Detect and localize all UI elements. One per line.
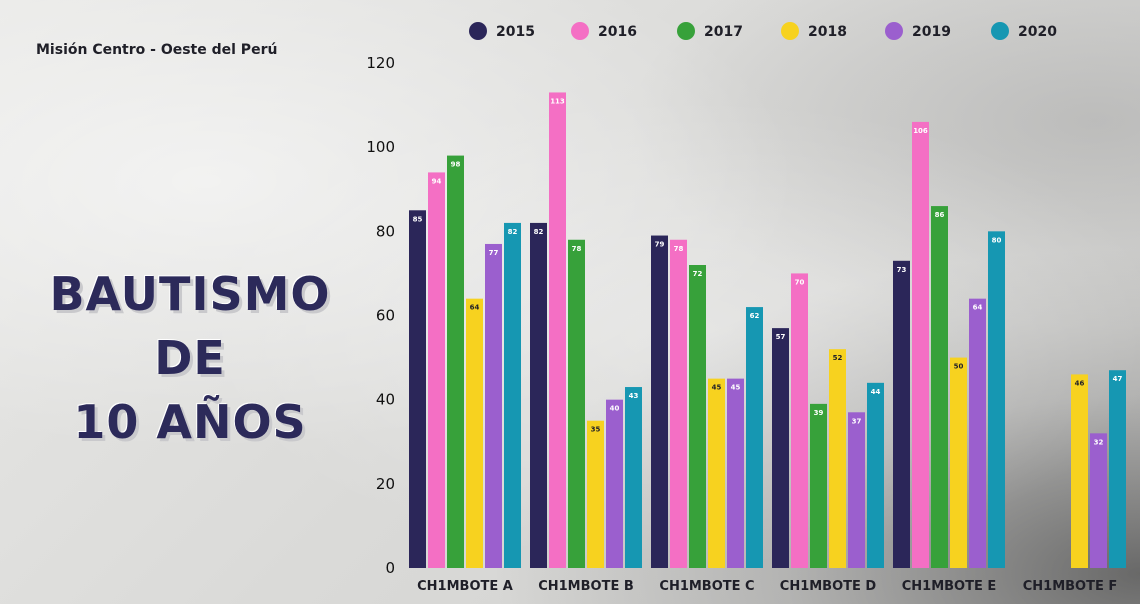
bar	[409, 210, 426, 568]
bar	[810, 403, 827, 568]
legend-swatch	[781, 22, 799, 40]
bar	[746, 307, 763, 568]
data-label: 43	[629, 392, 639, 400]
bar	[772, 328, 789, 568]
legend-swatch	[469, 22, 487, 40]
bar	[1090, 433, 1107, 568]
data-label: 47	[1113, 375, 1123, 383]
bar	[670, 239, 687, 568]
y-tick-label: 120	[366, 54, 395, 72]
data-label: 45	[712, 384, 722, 392]
data-label: 78	[674, 245, 684, 253]
legend-label: 2017	[704, 24, 743, 40]
legend-label: 2016	[598, 24, 637, 40]
bar	[727, 378, 744, 568]
data-label: 62	[750, 312, 760, 320]
bar	[1071, 374, 1088, 568]
y-tick-label: 60	[376, 307, 395, 325]
x-tick-label: CH1MBOTE F	[1023, 579, 1118, 594]
data-label: 64	[470, 304, 480, 312]
bar	[912, 121, 929, 569]
data-label: 72	[693, 270, 703, 278]
bar	[988, 231, 1005, 569]
legend-label: 2015	[496, 24, 535, 40]
data-label: 73	[897, 266, 907, 274]
subtitle: Misión Centro - Oeste del Perú	[36, 42, 278, 58]
data-label: 70	[795, 278, 805, 286]
legend-swatch	[991, 22, 1009, 40]
bar	[428, 172, 445, 568]
data-label: 35	[591, 426, 601, 434]
bar	[791, 273, 808, 568]
bar	[447, 155, 464, 569]
bar	[829, 349, 846, 568]
y-tick-label: 20	[376, 475, 395, 493]
legend-label: 2019	[912, 24, 951, 40]
data-label: 64	[973, 304, 983, 312]
data-label: 80	[992, 236, 1002, 244]
data-label: 82	[534, 228, 544, 236]
legend-label: 2020	[1018, 24, 1057, 40]
title-line-2: DE	[154, 331, 226, 385]
bar	[466, 298, 483, 568]
data-label: 77	[489, 249, 499, 257]
bar	[485, 243, 502, 569]
data-label: 98	[451, 161, 461, 169]
data-label: 50	[954, 363, 964, 371]
x-tick-label: CH1MBOTE A	[417, 579, 513, 594]
page-title: BAUTISMO DE 10 AÑOS	[20, 262, 360, 454]
y-tick-label: 100	[366, 138, 395, 156]
bar	[689, 265, 706, 568]
bar	[969, 298, 986, 568]
legend-swatch	[885, 22, 903, 40]
data-label: 113	[550, 97, 565, 105]
y-tick-label: 80	[376, 222, 395, 240]
data-label: 57	[776, 333, 786, 341]
x-tick-label: CH1MBOTE E	[902, 579, 997, 594]
data-label: 40	[610, 405, 620, 413]
data-label: 82	[508, 228, 518, 236]
y-tick-label: 40	[376, 391, 395, 409]
bar	[549, 92, 566, 568]
bar	[568, 239, 585, 568]
x-tick-label: CH1MBOTE D	[780, 579, 877, 594]
title-line-3: 10 AÑOS	[73, 395, 307, 449]
title-line-1: BAUTISMO	[49, 267, 331, 321]
data-label: 45	[731, 384, 741, 392]
x-tick-label: CH1MBOTE C	[659, 579, 754, 594]
bar	[893, 260, 910, 568]
legend-swatch	[677, 22, 695, 40]
data-label: 37	[852, 417, 862, 425]
y-tick-label: 0	[385, 559, 395, 577]
legend-label: 2018	[808, 24, 847, 40]
bar	[530, 222, 547, 568]
bar	[931, 206, 948, 569]
bar	[867, 382, 884, 568]
data-label: 106	[913, 127, 928, 135]
data-label: 52	[833, 354, 843, 362]
bar	[587, 420, 604, 568]
data-label: 86	[935, 211, 945, 219]
data-label: 78	[572, 245, 582, 253]
bar	[625, 387, 642, 568]
data-label: 94	[432, 177, 442, 185]
data-label: 46	[1075, 379, 1085, 387]
data-label: 79	[655, 241, 665, 249]
bar	[1109, 370, 1126, 568]
bar	[848, 412, 865, 568]
bar	[950, 357, 967, 568]
legend-swatch	[571, 22, 589, 40]
bar	[606, 399, 623, 568]
bar	[651, 235, 668, 568]
bar	[504, 222, 521, 568]
data-label: 44	[871, 388, 881, 396]
x-tick-label: CH1MBOTE B	[538, 579, 634, 594]
data-label: 39	[814, 409, 824, 417]
bar	[708, 378, 725, 568]
data-label: 85	[413, 215, 423, 223]
data-label: 32	[1094, 438, 1104, 446]
